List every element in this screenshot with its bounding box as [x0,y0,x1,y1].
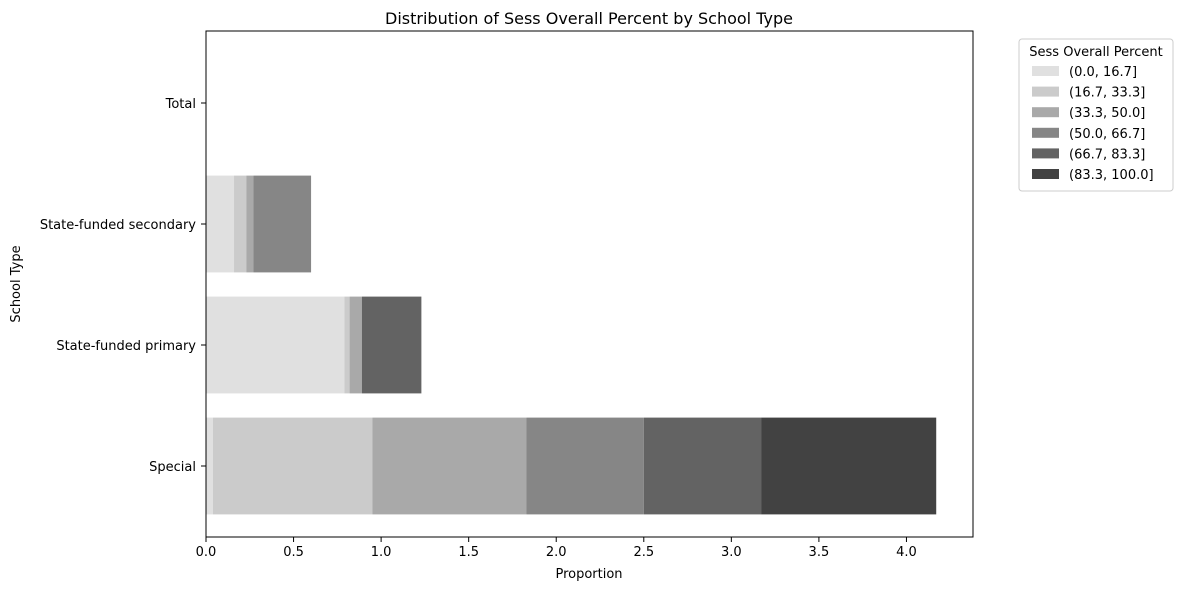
legend-swatch [1032,169,1059,179]
legend-swatch [1032,107,1059,118]
bar-segment [206,417,213,515]
y-tick-label: State-funded primary [56,339,196,354]
y-tick-label: Special [149,460,196,475]
y-tick-label: Total [165,97,196,112]
y-axis-label: School Type [9,245,24,322]
x-tick-label: 1.5 [458,545,479,560]
legend-swatch [1032,86,1059,97]
bar-segment [206,175,235,273]
bar-segment [372,417,527,515]
legend-title: Sess Overall Percent [1029,45,1162,60]
legend-swatch [1032,127,1059,138]
x-tick-label: 2.0 [546,545,567,560]
x-axis-label: Proportion [555,567,622,582]
x-tick-label: 2.5 [633,545,654,560]
legend-label: (33.3, 50.0] [1069,106,1145,121]
legend-label: (0.0, 16.7] [1069,65,1137,80]
bar-segment [213,417,373,515]
bars [206,175,937,515]
bar-segment [234,175,247,273]
legend-label: (66.7, 83.3] [1069,147,1145,162]
y-tick-label: State-funded secondary [40,218,196,233]
plot-frame [205,30,974,538]
legend-items: (0.0, 16.7] (16.7, 33.3] (33.3, 50.0] (50.0… [1032,65,1154,183]
x-axis: 0.0 0.5 1.0 1.5 2.0 2.5 3.0 3.5 4.0 [196,537,917,560]
x-tick-label: 3.5 [809,545,830,560]
x-tick-label: 0.5 [283,545,304,560]
y-axis: Special State-funded primary State-funded … [40,97,206,475]
legend: Sess Overall Percent (0.0, 16.7] (16.7, 3… [1018,38,1174,192]
bar-segment [643,417,762,515]
bar-segment [246,175,254,273]
legend-label: (83.3, 100.0] [1069,168,1154,183]
x-tick-label: 3.0 [721,545,742,560]
legend-label: (16.7, 33.3] [1069,86,1145,101]
bar-segment [361,296,422,394]
bar-segment [344,296,350,394]
x-tick-label: 0.0 [196,545,217,560]
x-tick-label: 4.0 [896,545,917,560]
x-tick-label: 1.0 [371,545,392,560]
chart-title: Distribution of Sess Overall Percent by … [385,9,793,28]
legend-swatch [1032,148,1059,159]
legend-label: (50.0, 66.7] [1069,127,1145,142]
bar-segment [349,296,362,394]
bar-segment [526,417,644,515]
legend-swatch [1032,66,1059,76]
bar-segment [253,175,312,273]
bar-segment [206,296,345,394]
bar-segment [761,417,937,515]
